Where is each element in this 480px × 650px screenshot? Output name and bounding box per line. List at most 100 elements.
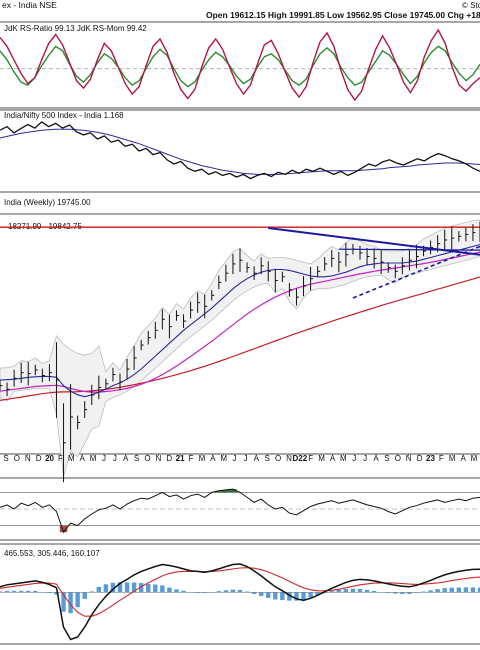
rsi-extreme-fill <box>229 489 237 493</box>
macd-histogram-bar <box>117 582 123 593</box>
macd-histogram-bar <box>230 589 236 593</box>
rsi-extreme-fill <box>59 525 68 533</box>
macd-histogram-bar <box>110 582 116 593</box>
date-tick-label: M <box>449 454 456 463</box>
macd-histogram-bar <box>61 592 66 612</box>
date-tick-label: 21 <box>176 454 185 463</box>
macd-histogram-bar <box>244 591 250 593</box>
date-tick-label: D <box>36 454 42 463</box>
rsi-extreme-fill <box>215 490 223 493</box>
date-tick-label: O <box>144 454 150 463</box>
macd-histogram-bar <box>160 585 165 593</box>
macd-histogram-bar <box>18 590 24 593</box>
date-tick-label: M <box>318 454 325 463</box>
macd-histogram-bar <box>357 589 363 593</box>
date-tick-label: S <box>265 454 270 463</box>
date-tick-label: A <box>210 454 216 463</box>
rrg-panel <box>0 28 480 102</box>
ohlc-readout: Open 19612.15 High 19991.85 Low 19562.95… <box>206 10 480 20</box>
panel-borders <box>0 21 480 645</box>
date-tick-label: J <box>113 454 117 463</box>
macd-histogram-bar <box>124 582 130 593</box>
chart-header-title: ex - India NSE <box>2 0 57 10</box>
price-ma-values: 18271.99 - 19842.75 <box>8 222 82 231</box>
macd-histogram-bar <box>294 592 299 601</box>
rsi-line <box>0 488 480 534</box>
rs-ratio-line <box>0 45 480 88</box>
macd-histogram-bar <box>442 588 447 593</box>
macd-histogram-bar <box>287 592 292 601</box>
date-tick-label: N <box>286 454 292 463</box>
date-tick-label: F <box>308 454 313 463</box>
macd-histogram-bar <box>449 587 454 593</box>
macd-histogram-bar <box>223 590 229 593</box>
macd-histogram-bar <box>40 592 45 593</box>
relative-strength-panel <box>0 121 480 180</box>
date-tick-label: M <box>68 454 75 463</box>
macd-histogram-bar <box>364 589 370 593</box>
macd-histogram-bar <box>378 592 384 593</box>
date-tick-label: F <box>189 454 194 463</box>
macd-histogram-bar <box>188 592 193 593</box>
date-tick-label: D <box>166 454 172 463</box>
macd-histogram-bar <box>4 590 10 593</box>
date-tick-label: S <box>384 454 389 463</box>
date-tick-label: O <box>14 454 20 463</box>
macd-histogram-bar <box>393 592 398 594</box>
macd-line <box>0 563 480 641</box>
macd-histogram-bar <box>477 587 480 593</box>
macd-histogram-bar <box>435 589 440 593</box>
macd-histogram-bar <box>301 592 306 600</box>
rs-mom-line <box>0 28 480 102</box>
macd-histogram-bar <box>131 582 137 593</box>
date-tick-label: M <box>220 454 227 463</box>
magenta-moving-average <box>0 251 480 393</box>
macd-histogram-bar <box>456 587 462 593</box>
date-tick-label: F <box>439 454 444 463</box>
date-tick-label: J <box>233 454 237 463</box>
macd-histogram-bar <box>414 592 419 593</box>
date-tick-label: N <box>155 454 161 463</box>
macd-histogram-bar <box>54 592 59 595</box>
date-tick-label: A <box>373 454 379 463</box>
macd-histogram-bar <box>428 590 433 593</box>
macd-legend: 465.553, 305.446, 160.107 <box>4 549 100 558</box>
red-moving-average <box>0 276 480 401</box>
rs-average-line <box>0 128 480 175</box>
date-tick-label: F <box>58 454 63 463</box>
date-tick-label: A <box>80 454 86 463</box>
date-tick-label: 23 <box>426 454 435 463</box>
rs-legend: India/Nifty 500 Index - India 1.168 <box>4 111 124 120</box>
macd-histogram-bar <box>329 591 334 593</box>
macd-histogram-bar <box>463 587 469 593</box>
macd-histogram-bar <box>421 591 426 593</box>
macd-histogram-bar <box>68 592 73 614</box>
rsi-extreme-fill <box>222 489 230 493</box>
date-tick-label: J <box>243 454 247 463</box>
price-title: India (Weekly) 19745.00 <box>4 198 91 207</box>
date-tick-label: M <box>340 454 347 463</box>
rs-line <box>0 121 480 180</box>
support-line <box>338 248 480 251</box>
date-tick-label: M <box>90 454 97 463</box>
date-axis: S O N D 20 F M A M J J A S O N D 21 F M A M J J A S O N D22 F M A M J J A S… <box>3 454 478 463</box>
macd-histogram-bar <box>470 587 476 593</box>
macd-histogram-bar <box>103 584 109 593</box>
macd-histogram-bar <box>89 591 94 593</box>
macd-panel <box>0 563 480 641</box>
macd-histogram-bar <box>202 592 207 593</box>
macd-histogram-bar <box>251 592 257 594</box>
macd-histogram-bar <box>11 590 17 593</box>
macd-histogram-bar <box>350 588 356 593</box>
date-tick-label: S <box>3 454 8 463</box>
macd-histogram-bar <box>216 591 222 593</box>
macd-histogram-bar <box>400 592 405 594</box>
date-tick-label: S <box>134 454 139 463</box>
macd-histogram-bar <box>237 589 243 593</box>
date-tick-label: O <box>275 454 281 463</box>
macd-histogram-bar <box>371 590 377 593</box>
macd-histogram-bar <box>82 592 87 599</box>
date-tick-label: M <box>471 454 478 463</box>
date-tick-label: A <box>460 454 466 463</box>
date-tick-label: J <box>352 454 356 463</box>
